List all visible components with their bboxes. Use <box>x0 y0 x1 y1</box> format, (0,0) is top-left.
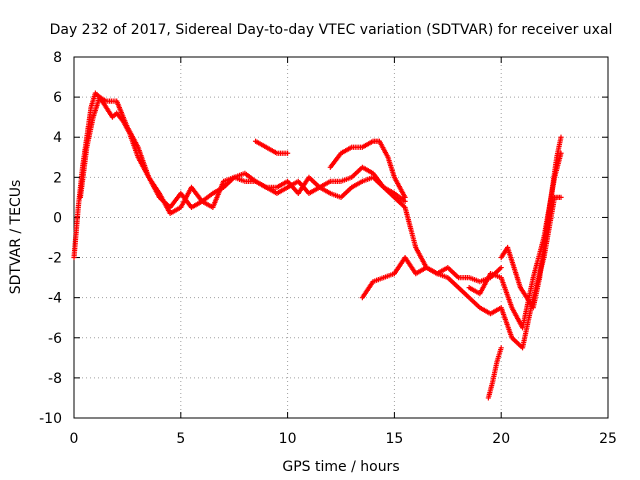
data-point <box>558 150 564 156</box>
series-satellite-track-f <box>485 345 504 401</box>
x-tick-label: 5 <box>176 431 185 447</box>
data-point <box>558 134 564 140</box>
x-axis-label: GPS time / hours <box>282 459 399 475</box>
y-tick-label: 4 <box>53 130 62 146</box>
y-tick-label: 8 <box>53 50 62 66</box>
y-axis-label: SDTVAR / TECUs <box>8 180 24 295</box>
data-point <box>285 150 291 156</box>
series-satellite-track-d <box>327 138 408 200</box>
series-satellite-track-b <box>77 94 408 217</box>
grid-lines <box>74 57 608 418</box>
plot-frame <box>73 56 609 419</box>
data-point <box>402 194 408 200</box>
series-satellite-track-g <box>498 134 564 311</box>
data-point <box>498 264 504 271</box>
axis-ticks: 0 5 10 15 20 25 -10 -8 -6 -4 -2 0 2 4 6 8 <box>39 50 617 447</box>
x-tick-label: 10 <box>279 431 297 447</box>
x-tick-label: 15 <box>385 431 403 447</box>
x-tick-label: 20 <box>492 431 510 447</box>
series-satellite-track-c <box>252 138 291 156</box>
y-tick-label: 6 <box>53 90 62 106</box>
x-tick-label: 25 <box>599 431 617 447</box>
data-points <box>71 90 564 401</box>
y-tick-label: -10 <box>39 411 62 427</box>
y-tick-label: 2 <box>53 170 62 186</box>
x-tick-label: 0 <box>70 431 79 447</box>
series-satellite-track-e <box>359 254 504 301</box>
y-tick-label: 0 <box>53 210 62 226</box>
y-tick-label: -8 <box>48 371 62 387</box>
series-satellite-track-h <box>466 150 564 331</box>
series-satellite-track-a <box>71 90 564 351</box>
data-point <box>558 194 564 200</box>
chart-title: Day 232 of 2017, Sidereal Day-to-day VTE… <box>50 22 613 38</box>
y-tick-label: -4 <box>48 291 62 307</box>
data-point <box>498 345 504 351</box>
y-tick-label: -6 <box>48 331 62 347</box>
y-tick-label: -2 <box>48 251 62 267</box>
